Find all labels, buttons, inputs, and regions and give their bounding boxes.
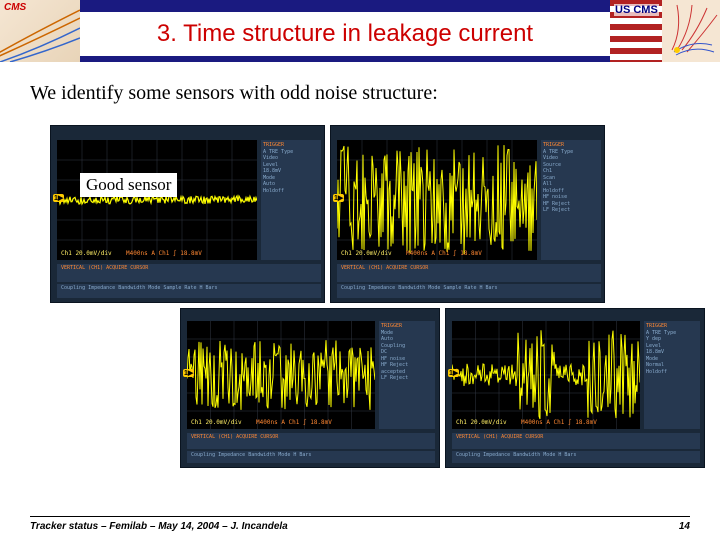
- waveform-icon: [452, 321, 640, 429]
- scope-grid: [452, 321, 640, 429]
- scope-timebase: Ch1 20.0mV/div M400ns A Ch1 ∫ 18.8mV: [61, 250, 202, 257]
- slide-header: CMS 3. Time structure in leakage current…: [0, 0, 720, 62]
- page-number: 14: [679, 521, 690, 532]
- cms-logo-left: CMS: [0, 0, 80, 62]
- body-text: We identify some sensors with odd noise …: [0, 62, 720, 115]
- footer-text: Tracker status – Femilab – May 14, 2004 …: [30, 521, 288, 532]
- scope-grid: [337, 140, 537, 260]
- scope-side-panel: TRIGGERA TRE TypeVideoSourceCh1ScanAllHo…: [541, 140, 601, 260]
- uscms-flag: US CMS: [610, 0, 662, 62]
- title-bar: 3. Time structure in leakage current: [80, 0, 610, 62]
- title-text-wrap: 3. Time structure in leakage current: [80, 12, 610, 56]
- oscilloscope-scope3: 1▶ Ch1 20.0mV/div M400ns A Ch1 ∫ 18.8mV TR…: [180, 308, 440, 468]
- scope-side-panel: TRIGGERA TRE TypeVideoLevel18.8mVModeAut…: [261, 140, 321, 260]
- scope-grid: [57, 140, 257, 260]
- scope-grid: [187, 321, 375, 429]
- oscilloscope-scope2: 1▶ Ch1 20.0mV/div M400ns A Ch1 ∫ 18.8mV TR…: [330, 125, 605, 303]
- waveform-icon: [57, 140, 257, 260]
- slide-footer: Tracker status – Femilab – May 14, 2004 …: [30, 516, 690, 532]
- scope-bottom-labels: VERTICAL (CH1) ACQUIRE CURSOR: [57, 264, 321, 282]
- good-sensor-label: Good sensor: [80, 173, 177, 197]
- waveform-icon: [337, 140, 537, 260]
- oscilloscope-scope1: 1▶ Ch1 20.0mV/div M400ns A Ch1 ∫ 18.8mV TR…: [50, 125, 325, 303]
- waveform-icon: [187, 321, 375, 429]
- scope-bottom-info: Coupling Impedance Bandwidth Mode Sample…: [57, 284, 321, 298]
- scope-bottom-info: Coupling Impedance Bandwidth Mode H Bars: [452, 451, 700, 463]
- oscilloscope-scope4: 1▶ Ch1 20.0mV/div M400ns A Ch1 ∫ 18.8mV TR…: [445, 308, 705, 468]
- channel-marker: 1▶: [448, 369, 459, 377]
- scope-bottom-info: Coupling Impedance Bandwidth Mode Sample…: [337, 284, 601, 298]
- scope-bottom-info: Coupling Impedance Bandwidth Mode H Bars: [187, 451, 435, 463]
- cms-burst-icon: [662, 0, 720, 62]
- uscms-text: US CMS: [614, 4, 659, 16]
- channel-marker: 1▶: [53, 194, 64, 202]
- scope-bottom-labels: VERTICAL (CH1) ACQUIRE CURSOR: [337, 264, 601, 282]
- scope-side-panel: TRIGGERA TRE TypeY depLevel18.8mVModeNor…: [644, 321, 700, 429]
- scope-side-panel: TRIGGERModeAutoCouplingDCHF noiseHF Reje…: [379, 321, 435, 429]
- scope-timebase: Ch1 20.0mV/div M400ns A Ch1 ∫ 18.8mV: [341, 250, 482, 257]
- slide-title: 3. Time structure in leakage current: [157, 20, 533, 48]
- scope-timebase: Ch1 20.0mV/div M400ns A Ch1 ∫ 18.8mV: [191, 419, 332, 426]
- channel-marker: 1▶: [183, 369, 194, 377]
- scope-bottom-labels: VERTICAL (CH1) ACQUIRE CURSOR: [187, 433, 435, 449]
- scope-bottom-labels: VERTICAL (CH1) ACQUIRE CURSOR: [452, 433, 700, 449]
- scope-timebase: Ch1 20.0mV/div M400ns A Ch1 ∫ 18.8mV: [456, 419, 597, 426]
- cms-logo-lines-icon: [0, 0, 80, 62]
- oscilloscope-area: 1▶ Ch1 20.0mV/div M400ns A Ch1 ∫ 18.8mV TR…: [0, 115, 720, 485]
- channel-marker: 1▶: [333, 194, 344, 202]
- uscms-logo-right: US CMS: [610, 0, 720, 62]
